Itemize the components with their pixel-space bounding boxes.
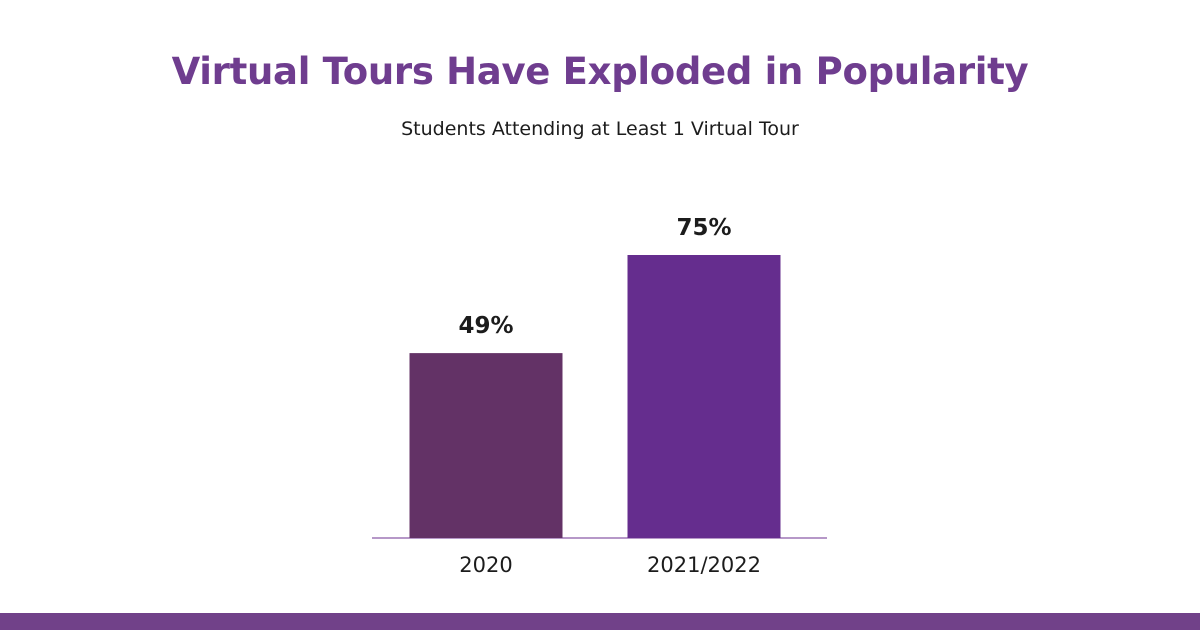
category-label: 2021/2022 <box>647 553 761 577</box>
chart-subtitle: Students Attending at Least 1 Virtual To… <box>401 118 799 140</box>
value-label: 75% <box>676 215 731 241</box>
footer-bar <box>0 613 1200 630</box>
chart-title: Virtual Tours Have Exploded in Popularit… <box>171 50 1029 93</box>
category-label: 2020 <box>459 553 512 577</box>
value-label: 49% <box>458 313 513 339</box>
bar-2021-2022 <box>627 255 781 538</box>
bar-2020 <box>409 353 563 538</box>
